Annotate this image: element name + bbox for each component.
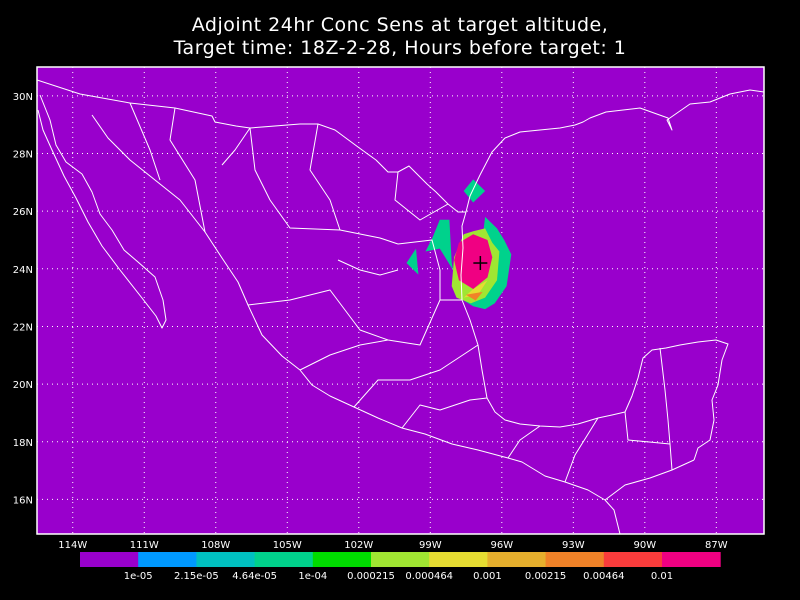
colorbar-label: 0.00464 xyxy=(583,571,624,582)
map-background xyxy=(37,67,764,534)
colorbar-swatch xyxy=(371,552,430,567)
colorbar-label: 2.15e-05 xyxy=(174,571,219,582)
colorbar-label: 0.001 xyxy=(473,571,502,582)
latitude-label: 30N xyxy=(13,92,33,103)
colorbar-swatch xyxy=(487,552,547,567)
colorbar-swatch xyxy=(80,552,139,567)
colorbar-swatch xyxy=(429,552,488,567)
colorbar-swatch xyxy=(545,552,605,567)
longitude-label: 102W xyxy=(344,540,373,551)
colorbar-swatch xyxy=(254,552,314,567)
colorbar-label: 0.000464 xyxy=(405,571,453,582)
longitude-label: 90W xyxy=(634,540,657,551)
sensitivity-contour xyxy=(406,248,419,275)
map-title-line-2: Target time: 18Z-2-28, Hours before targ… xyxy=(173,37,627,59)
political-boundaries xyxy=(37,79,764,534)
colorbar-swatch xyxy=(603,552,663,567)
colorbar-label: 0.000215 xyxy=(347,571,395,582)
colorbar-label: 4.64e-05 xyxy=(232,571,277,582)
sensitivity-contour xyxy=(454,234,493,289)
latitude-label: 20N xyxy=(13,380,33,391)
longitude-label: 96W xyxy=(490,540,513,551)
longitude-label: 105W xyxy=(273,540,302,551)
target-marker xyxy=(473,256,488,271)
longitude-labels: 114W 111W 108W 105W 102W 99W 96W 93W 90W 87W xyxy=(58,540,727,551)
colorbar-label: 1e-04 xyxy=(298,571,327,582)
latitude-label: 28N xyxy=(13,149,33,160)
latitude-labels: 30N 28N 26N 24N 22N 20N 18N 16N xyxy=(13,92,33,507)
latitude-label: 22N xyxy=(13,322,33,333)
sensitivity-contours xyxy=(406,179,512,310)
map-title-line-1: Adjoint 24hr Conc Sens at target altitud… xyxy=(191,14,609,36)
colorbar-legend: 1e-05 2.15e-05 4.64e-05 1e-04 0.000215 0.0004… xyxy=(80,552,721,582)
longitude-label: 87W xyxy=(705,540,728,551)
longitude-label: 99W xyxy=(419,540,442,551)
latitude-label: 24N xyxy=(13,265,33,276)
colorbar-swatch xyxy=(662,552,721,567)
longitude-label: 108W xyxy=(201,540,230,551)
colorbar-swatch xyxy=(138,552,197,567)
colorbar-label: 0.01 xyxy=(651,571,673,582)
map-frame xyxy=(36,66,765,535)
latitude-label: 26N xyxy=(13,207,33,218)
longitude-label: 93W xyxy=(562,540,585,551)
sensitivity-contour xyxy=(466,291,483,301)
colorbar-label: 0.00215 xyxy=(525,571,566,582)
latitude-label: 18N xyxy=(13,438,33,449)
latitude-label: 16N xyxy=(13,495,33,506)
longitude-label: 111W xyxy=(130,540,159,551)
sensitivity-contour xyxy=(463,179,486,203)
sensitivity-contour xyxy=(463,280,488,298)
colorbar-swatch xyxy=(196,552,256,567)
colorbar-swatch xyxy=(312,552,372,567)
longitude-label: 114W xyxy=(58,540,87,551)
colorbar-label: 1e-05 xyxy=(124,571,153,582)
